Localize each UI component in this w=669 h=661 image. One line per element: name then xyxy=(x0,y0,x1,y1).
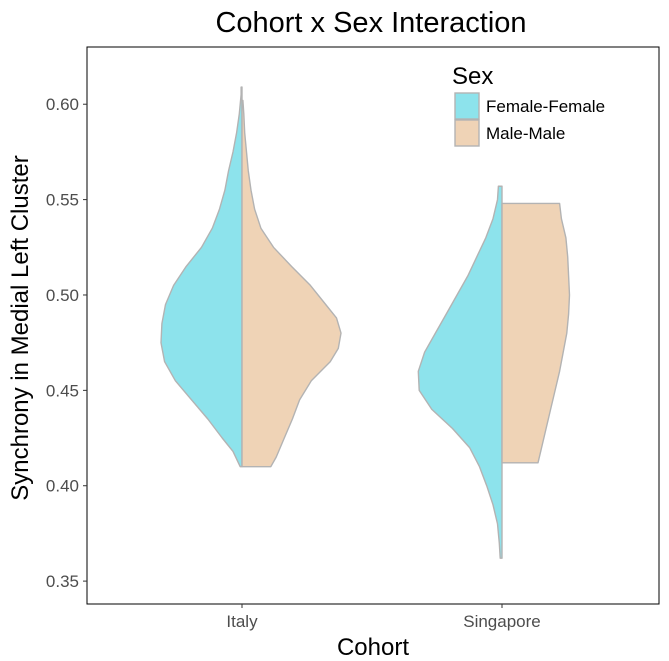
violin-singapore-male-male xyxy=(501,202,571,464)
legend-swatch-male-male xyxy=(454,119,480,147)
x-tick-label: Singapore xyxy=(463,612,541,631)
y-tick-label: 0.45 xyxy=(46,381,79,400)
y-tick-label: 0.40 xyxy=(46,477,79,496)
legend-title: Sex xyxy=(452,63,493,90)
x-tick-label: Italy xyxy=(226,612,258,631)
y-tick-label: 0.50 xyxy=(46,286,79,305)
violins xyxy=(160,86,571,559)
x-axis: Italy Singapore xyxy=(226,604,541,631)
legend: Sex Female-Female Male-Male xyxy=(452,63,605,147)
y-axis-title: Synchrony in Medial Left Cluster xyxy=(7,155,34,501)
chart-title: Cohort x Sex Interaction xyxy=(215,7,526,39)
legend-label: Male-Male xyxy=(486,124,565,143)
y-tick-label: 0.60 xyxy=(46,95,79,114)
y-tick-label: 0.35 xyxy=(46,572,79,591)
legend-label: Female-Female xyxy=(486,97,605,116)
y-tick-label: 0.55 xyxy=(46,191,79,210)
violin-singapore-female-female xyxy=(417,185,503,559)
violin-italy-female-female xyxy=(160,86,243,468)
legend-swatch-female-female xyxy=(454,92,480,120)
violin-italy-male-male xyxy=(241,99,342,468)
x-axis-title: Cohort xyxy=(337,634,409,661)
y-axis: 0.35 0.40 0.45 0.50 0.55 0.60 xyxy=(46,95,87,591)
